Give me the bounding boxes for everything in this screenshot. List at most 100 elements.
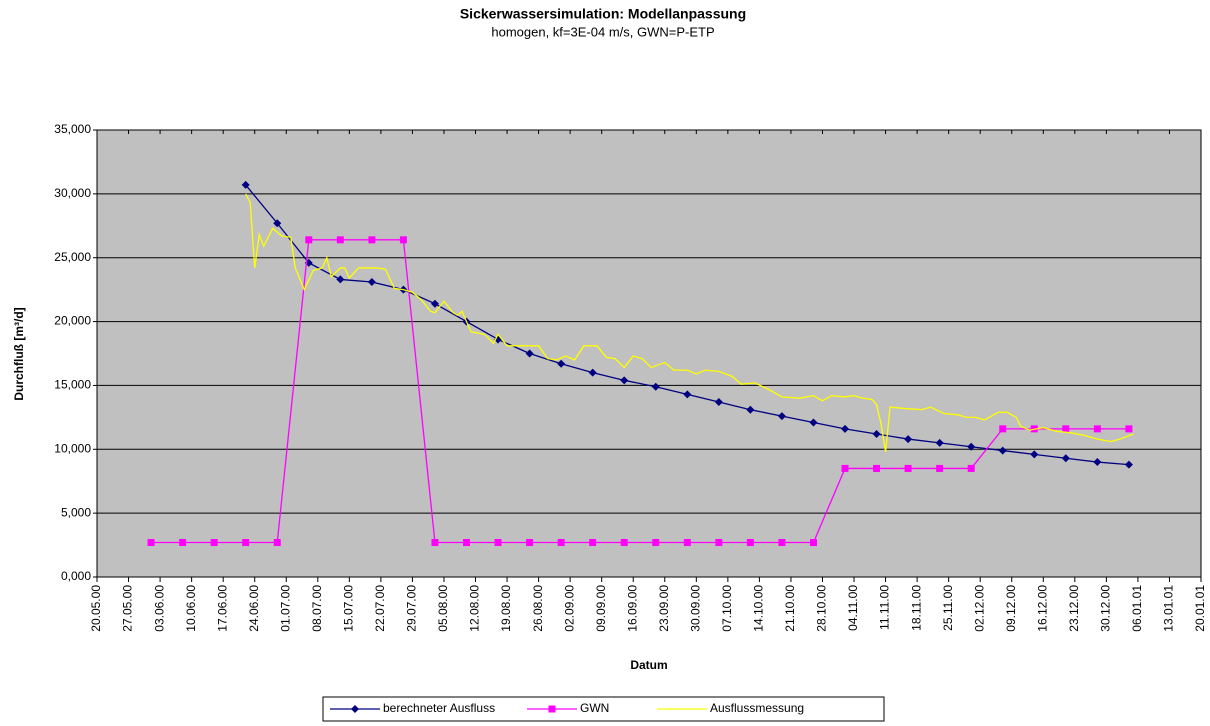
- diamond-marker: [351, 705, 359, 713]
- x-tick-label: 02.09.00: [562, 585, 576, 632]
- diamond-marker: [557, 359, 566, 368]
- x-tick-label: 16.09.00: [625, 585, 639, 632]
- y-tick-label: 10,000: [54, 441, 91, 455]
- x-tick-label: 08.07.00: [310, 585, 324, 632]
- square-marker: [305, 236, 313, 244]
- legend-box: [322, 696, 885, 722]
- chart-title: Sickerwassersimulation: Modellanpassung: [460, 6, 746, 22]
- diamond-marker: [1124, 460, 1133, 469]
- x-tick-label: 06.01.01: [1130, 585, 1144, 632]
- y-tick-label: 5,000: [61, 505, 91, 519]
- square-marker: [242, 539, 250, 547]
- x-tick-label: 02.12.00: [972, 585, 986, 632]
- diamond-marker: [1030, 450, 1039, 459]
- diamond-marker: [998, 446, 1007, 455]
- square-marker: [431, 539, 439, 547]
- square-marker: [999, 425, 1007, 433]
- x-tick-label: 17.06.00: [215, 585, 229, 632]
- square-marker: [873, 464, 881, 472]
- square-marker: [809, 539, 817, 547]
- diamond-marker: [777, 412, 786, 421]
- x-tick-label: 28.10.00: [815, 585, 829, 632]
- diamond-marker: [1093, 458, 1102, 467]
- diamond-marker: [809, 418, 818, 427]
- x-tick-label: 10.06.00: [184, 585, 198, 632]
- square-marker: [399, 236, 407, 244]
- square-marker: [904, 464, 912, 472]
- x-tick-label: 20.05.00: [89, 585, 103, 632]
- square-marker: [746, 539, 754, 547]
- diamond-marker: [336, 275, 345, 284]
- x-tick-label: 23.12.00: [1067, 585, 1081, 632]
- x-tick-label: 04.11.00: [846, 585, 860, 631]
- series-line: [245, 193, 1134, 452]
- diamond-marker: [430, 299, 439, 308]
- square-marker: [967, 464, 975, 472]
- square-marker: [147, 539, 155, 547]
- x-tick-label: 19.08.00: [499, 585, 513, 632]
- series-line: [151, 239, 1129, 544]
- diamond-marker: [935, 438, 944, 447]
- diamond-marker: [588, 368, 597, 377]
- x-tick-label: 05.08.00: [436, 585, 450, 632]
- diamond-marker: [841, 424, 850, 433]
- diamond-marker: [967, 442, 976, 451]
- x-axis-title: Datum: [630, 658, 667, 672]
- plot-border: [96, 129, 1202, 578]
- x-tick-label: 30.09.00: [688, 585, 702, 632]
- legend-label: GWN: [580, 701, 609, 715]
- y-tick-label: 25,000: [54, 250, 91, 264]
- square-marker: [548, 705, 556, 713]
- x-tick-label: 15.07.00: [342, 585, 356, 632]
- diamond-marker: [651, 382, 660, 391]
- x-tick-label: 09.12.00: [1004, 585, 1018, 632]
- square-marker: [526, 539, 534, 547]
- x-tick-label: 25.11.00: [941, 585, 955, 631]
- square-marker: [715, 539, 723, 547]
- diamond-marker: [525, 349, 534, 358]
- x-tick-label: 30.12.00: [1099, 585, 1113, 632]
- diamond-marker: [746, 405, 755, 414]
- x-tick-label: 14.10.00: [752, 585, 766, 632]
- x-tick-label: 12.08.00: [468, 585, 482, 632]
- x-tick-label: 13.01.01: [1162, 585, 1176, 632]
- x-tick-label: 27.05.00: [121, 585, 135, 632]
- x-tick-label: 22.07.00: [373, 585, 387, 632]
- x-tick-label: 29.07.00: [405, 585, 419, 632]
- diamond-marker: [620, 376, 629, 385]
- square-marker: [557, 539, 565, 547]
- diamond-marker: [367, 277, 376, 286]
- x-tick-label: 03.06.00: [152, 585, 166, 632]
- square-marker: [463, 539, 471, 547]
- square-marker: [210, 539, 218, 547]
- square-marker: [1125, 425, 1133, 433]
- y-tick-label: 35,000: [54, 122, 91, 136]
- diamond-marker: [1061, 454, 1070, 463]
- x-tick-label: 23.09.00: [657, 585, 671, 632]
- chart-subtitle: homogen, kf=3E-04 m/s, GWN=P-ETP: [491, 24, 714, 39]
- legend-label: Ausflussmessung: [710, 701, 804, 715]
- square-marker: [494, 539, 502, 547]
- square-marker: [652, 539, 660, 547]
- x-tick-label: 21.10.00: [783, 585, 797, 632]
- diamond-marker: [872, 429, 881, 438]
- diamond-marker: [273, 219, 282, 228]
- square-marker: [1093, 425, 1101, 433]
- y-tick-label: 0,000: [61, 569, 91, 583]
- diamond-marker: [904, 435, 913, 444]
- square-marker: [1062, 425, 1070, 433]
- y-tick-label: 20,000: [54, 314, 91, 328]
- y-axis-title: Durchfluß [m³/d]: [12, 307, 26, 400]
- square-marker: [778, 539, 786, 547]
- x-tick-label: 18.11.00: [909, 585, 923, 631]
- square-marker: [683, 539, 691, 547]
- diamond-marker: [714, 398, 723, 407]
- x-tick-label: 11.11.00: [878, 585, 892, 630]
- square-marker: [620, 539, 628, 547]
- square-marker: [368, 236, 376, 244]
- y-tick-label: 15,000: [54, 378, 91, 392]
- x-tick-label: 20.01.01: [1193, 585, 1207, 632]
- square-marker: [589, 539, 597, 547]
- square-marker: [179, 539, 187, 547]
